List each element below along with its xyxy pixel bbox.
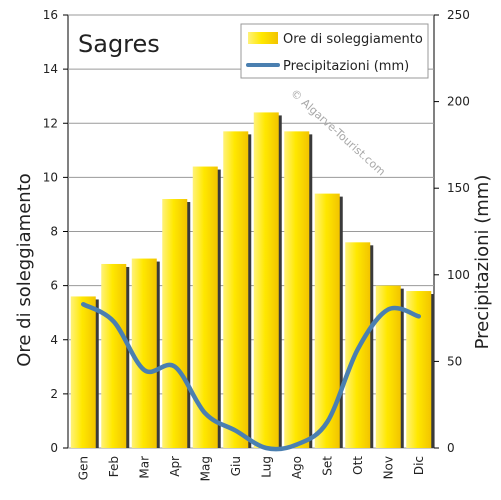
right-tick-label: 0 (447, 441, 455, 455)
sunshine-bar (192, 166, 218, 449)
month-label-Set: Set (320, 456, 334, 476)
left-tick-label: 4 (50, 333, 58, 347)
month-label-Lug: Lug (259, 456, 273, 478)
sunshine-bar (101, 263, 127, 448)
bar-Feb (101, 263, 130, 448)
left-axis-title: Ore di soleggiamento (14, 173, 35, 367)
bar-Mag (192, 166, 221, 449)
sunshine-bar (375, 285, 401, 448)
sunshine-bar (253, 112, 279, 449)
sunshine-bar (223, 131, 249, 448)
chart-title: Sagres (78, 30, 160, 58)
bar-Lug (253, 112, 282, 449)
sunshine-bar (314, 193, 340, 448)
left-tick-label: 8 (50, 225, 58, 239)
left-tick-label: 6 (50, 279, 58, 293)
precipitation-line (81, 301, 421, 452)
bar-Nov (375, 285, 404, 448)
legend: Ore di soleggiamento Precipitazioni (mm) (240, 23, 429, 79)
month-label-Ago: Ago (290, 456, 304, 479)
month-label-Apr: Apr (168, 456, 182, 477)
bar-Ago (284, 131, 313, 448)
sunshine-bar (162, 199, 188, 448)
left-tick-label: 16 (43, 8, 58, 22)
month-label-Mar: Mar (137, 456, 151, 479)
month-label-Dic: Dic (412, 456, 426, 475)
sunshine-bar (70, 296, 96, 448)
legend-precipitation-label: Precipitazioni (mm) (283, 59, 409, 74)
month-label-Giu: Giu (229, 456, 243, 476)
precipitation-line-group (81, 301, 421, 452)
left-tick-label: 10 (43, 170, 58, 184)
left-axis-ticks: 0 2 4 6 8 10 12 14 16 (43, 8, 68, 455)
left-tick-label: 14 (43, 62, 58, 76)
bar-Gen (70, 296, 99, 448)
month-label-Mag: Mag (198, 456, 212, 481)
right-tick-label: 150 (447, 181, 470, 195)
month-label-Feb: Feb (107, 456, 121, 477)
right-tick-label: 250 (447, 8, 470, 22)
sunshine-bar (131, 258, 157, 448)
left-tick-label: 0 (50, 441, 58, 455)
right-tick-label: 50 (447, 354, 462, 368)
right-tick-label: 100 (447, 268, 470, 282)
legend-sunshine-swatch (248, 32, 278, 44)
bar-Mar (131, 258, 160, 448)
right-tick-label: 200 (447, 95, 470, 109)
left-tick-label: 2 (50, 387, 58, 401)
right-axis-ticks: 0 50 100 150 200 250 (434, 8, 470, 455)
left-tick-label: 12 (43, 116, 58, 130)
legend-sunshine-label: Ore di soleggiamento (283, 32, 423, 47)
right-axis-title: Precipitazioni (mm) (472, 175, 493, 350)
month-label-Ott: Ott (351, 456, 365, 475)
month-label-Nov: Nov (381, 456, 395, 479)
month-label-Gen: Gen (76, 456, 90, 480)
sunshine-bar (284, 131, 310, 448)
bar-Set (314, 193, 343, 448)
month-labels: Gen Feb Mar Apr Mag Giu Lug Ago Set Ott Nov Dic (76, 456, 426, 482)
bar-Apr (162, 199, 191, 448)
bar-Giu (223, 131, 252, 448)
